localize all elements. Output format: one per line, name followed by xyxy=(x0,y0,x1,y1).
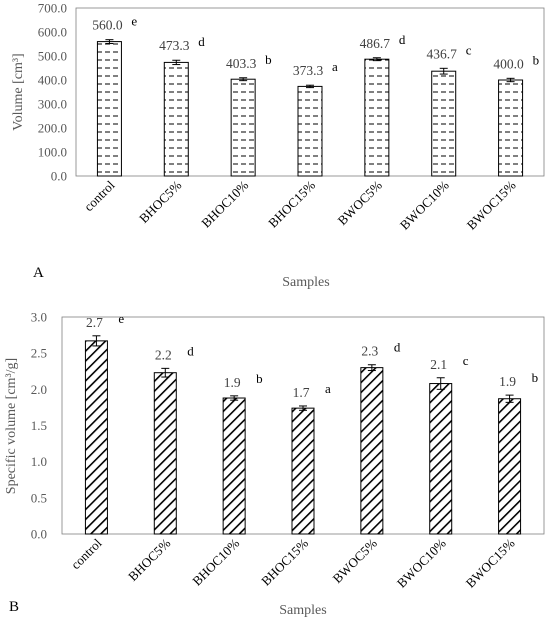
significance-letter: a xyxy=(325,381,331,396)
x-tick-label: BHOC15% xyxy=(258,535,311,588)
x-tick-label: BHOC5% xyxy=(136,177,185,226)
significance-letter: e xyxy=(118,311,124,326)
bar-BHOC10% xyxy=(230,78,256,177)
y-axis-title-b: Specific volume [cm³/g] xyxy=(4,358,19,494)
y-tick-label: 0.0 xyxy=(31,527,47,542)
value-labels-a: 560.0 e 473.3 d 403.3 b 373.3 a 486.7 d 436.7 c 400.… xyxy=(92,14,539,79)
x-tick-label: BHOC10% xyxy=(189,535,242,588)
bar-BWOC15% xyxy=(498,398,522,535)
data-label: 2.2 xyxy=(155,347,172,362)
bar-control xyxy=(96,41,122,177)
bar-BWOC5% xyxy=(360,367,384,535)
y-tick-label: 300.0 xyxy=(38,97,67,112)
x-categories-b: control BHOC5% BHOC10% BHOC15% BWOC5% BWOC10%… xyxy=(68,535,518,590)
significance-letter: b xyxy=(256,371,263,386)
data-label: 2.3 xyxy=(361,344,378,359)
data-label: 400.0 xyxy=(493,56,524,71)
bar-control xyxy=(84,340,108,535)
y-tick-label: 0.5 xyxy=(31,490,47,505)
bar-BWOC10% xyxy=(431,70,457,177)
x-tick-label: BWOC5% xyxy=(335,177,386,228)
bar-BWOC15% xyxy=(498,79,524,177)
significance-letter: b xyxy=(532,370,539,385)
significance-letter: e xyxy=(131,14,137,29)
chart-panel-a: Volume [cm³] Samples A 0.0 100.0 200.0 300.… xyxy=(11,1,545,290)
x-tick-label: BHOC5% xyxy=(125,535,174,584)
data-label: 1.7 xyxy=(293,385,310,400)
x-tick-label: BWOC15% xyxy=(464,177,519,232)
bar-BWOC10% xyxy=(429,383,453,535)
panel-label-a: A xyxy=(33,265,44,281)
panel-label-b: B xyxy=(9,599,19,615)
bars-b xyxy=(84,335,522,535)
y-tick-label: 400.0 xyxy=(38,73,67,88)
significance-letter: d xyxy=(399,32,406,47)
y-tick-label: 1.5 xyxy=(31,418,47,433)
bar-BWOC5% xyxy=(364,58,390,177)
chart-panel-b: Specific volume [cm³/g] Samples B 0.0 0.5… xyxy=(4,310,545,618)
data-label: 403.3 xyxy=(226,56,257,71)
x-tick-label: BWOC10% xyxy=(397,177,452,232)
significance-letter: b xyxy=(533,52,540,67)
x-tick-label: control xyxy=(81,177,118,214)
x-tick-label: BHOC10% xyxy=(198,177,251,230)
significance-letter: c xyxy=(466,42,472,57)
significance-letter: b xyxy=(265,52,272,67)
x-axis-title-a: Samples xyxy=(282,275,329,290)
y-tick-label: 700.0 xyxy=(38,1,67,16)
x-tick-label: control xyxy=(68,535,105,572)
bar-BHOC15% xyxy=(291,407,315,535)
data-label: 1.9 xyxy=(224,375,241,390)
data-label: 486.7 xyxy=(360,36,391,51)
data-label: 2.7 xyxy=(86,315,103,330)
bar-BHOC5% xyxy=(163,61,189,177)
y-tick-label: 2.0 xyxy=(31,382,47,397)
data-label: 436.7 xyxy=(427,46,458,61)
y-tick-label: 100.0 xyxy=(38,145,67,160)
x-axis-title-b: Samples xyxy=(279,603,326,618)
data-label: 373.3 xyxy=(293,63,324,78)
data-label: 560.0 xyxy=(92,18,123,33)
y-tick-label: 0.0 xyxy=(51,169,67,184)
bar-BHOC10% xyxy=(222,397,246,535)
data-label: 2.1 xyxy=(430,357,447,372)
y-ticks-b: 0.0 0.5 1.0 1.5 2.0 2.5 3.0 xyxy=(31,310,47,542)
x-tick-label: BWOC10% xyxy=(394,535,449,590)
data-label: 473.3 xyxy=(159,38,190,53)
y-tick-label: 2.5 xyxy=(31,346,47,361)
x-tick-label: BWOC15% xyxy=(463,535,518,590)
y-ticks-a: 0.0 100.0 200.0 300.0 400.0 500.0 600.0 700.0 xyxy=(38,1,67,184)
bar-BHOC15% xyxy=(297,85,323,177)
significance-letter: a xyxy=(332,59,338,74)
y-tick-label: 3.0 xyxy=(31,310,47,325)
y-tick-label: 600.0 xyxy=(38,25,67,40)
x-categories-a: control BHOC5% BHOC10% BHOC15% BWOC5% BWOC10%… xyxy=(81,177,519,232)
significance-letter: d xyxy=(394,340,401,355)
x-tick-label: BHOC15% xyxy=(265,177,318,230)
y-tick-label: 200.0 xyxy=(38,121,67,136)
bars-a xyxy=(96,39,524,177)
significance-letter: d xyxy=(198,34,205,49)
data-label: 1.9 xyxy=(499,374,516,389)
bar-BHOC5% xyxy=(153,372,177,535)
y-axis-title-a: Volume [cm³] xyxy=(11,53,26,130)
value-labels-b: 2.7 e 2.2 d 1.9 b 1.7 a 2.3 d 2.1 c 1.9 b xyxy=(86,311,538,400)
significance-letter: c xyxy=(463,353,469,368)
significance-letter: d xyxy=(187,343,194,358)
x-tick-label: BWOC5% xyxy=(330,535,381,586)
y-tick-label: 1.0 xyxy=(31,454,47,469)
y-tick-label: 500.0 xyxy=(38,49,67,64)
